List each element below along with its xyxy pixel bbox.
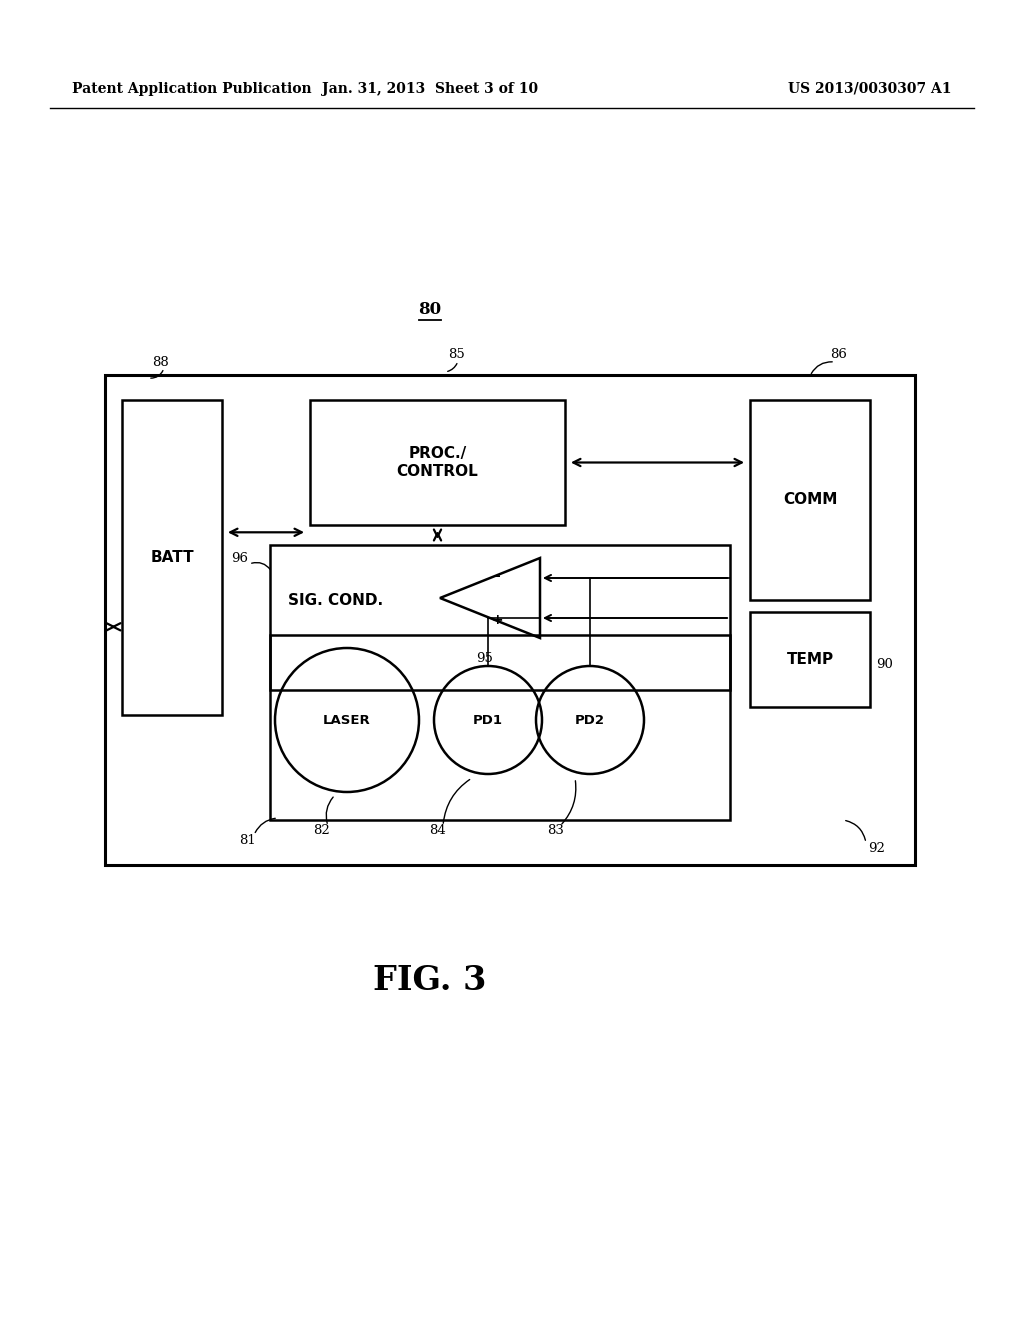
Bar bbox=[310, 400, 565, 525]
Text: PD2: PD2 bbox=[575, 714, 605, 726]
Text: 83: 83 bbox=[548, 824, 564, 837]
Text: 85: 85 bbox=[449, 348, 465, 362]
Text: +: + bbox=[492, 612, 504, 627]
Bar bbox=[270, 545, 730, 690]
Text: COMM: COMM bbox=[782, 492, 838, 507]
Text: PD1: PD1 bbox=[473, 714, 503, 726]
Text: 92: 92 bbox=[868, 842, 885, 854]
Text: 84: 84 bbox=[430, 824, 446, 837]
Text: BATT: BATT bbox=[151, 550, 194, 565]
Text: 96: 96 bbox=[231, 552, 248, 565]
Text: Jan. 31, 2013  Sheet 3 of 10: Jan. 31, 2013 Sheet 3 of 10 bbox=[322, 82, 538, 96]
Text: 86: 86 bbox=[830, 348, 847, 362]
Text: 95: 95 bbox=[476, 652, 494, 664]
Text: -: - bbox=[495, 569, 501, 583]
Text: 80: 80 bbox=[419, 301, 441, 318]
Text: SIG. COND.: SIG. COND. bbox=[288, 593, 383, 607]
Bar bbox=[750, 400, 870, 601]
Text: LASER: LASER bbox=[324, 714, 371, 726]
Text: PROC./
CONTROL: PROC./ CONTROL bbox=[396, 446, 478, 479]
Text: 88: 88 bbox=[152, 356, 169, 370]
Bar bbox=[122, 400, 222, 715]
Bar bbox=[750, 612, 870, 708]
Text: 81: 81 bbox=[240, 833, 256, 846]
Bar bbox=[105, 375, 915, 865]
Text: Patent Application Publication: Patent Application Publication bbox=[72, 82, 311, 96]
Text: TEMP: TEMP bbox=[786, 652, 834, 667]
Text: US 2013/0030307 A1: US 2013/0030307 A1 bbox=[788, 82, 952, 96]
Text: FIG. 3: FIG. 3 bbox=[374, 964, 486, 997]
Text: 82: 82 bbox=[313, 824, 331, 837]
Bar bbox=[270, 635, 730, 820]
Text: 90: 90 bbox=[876, 657, 893, 671]
